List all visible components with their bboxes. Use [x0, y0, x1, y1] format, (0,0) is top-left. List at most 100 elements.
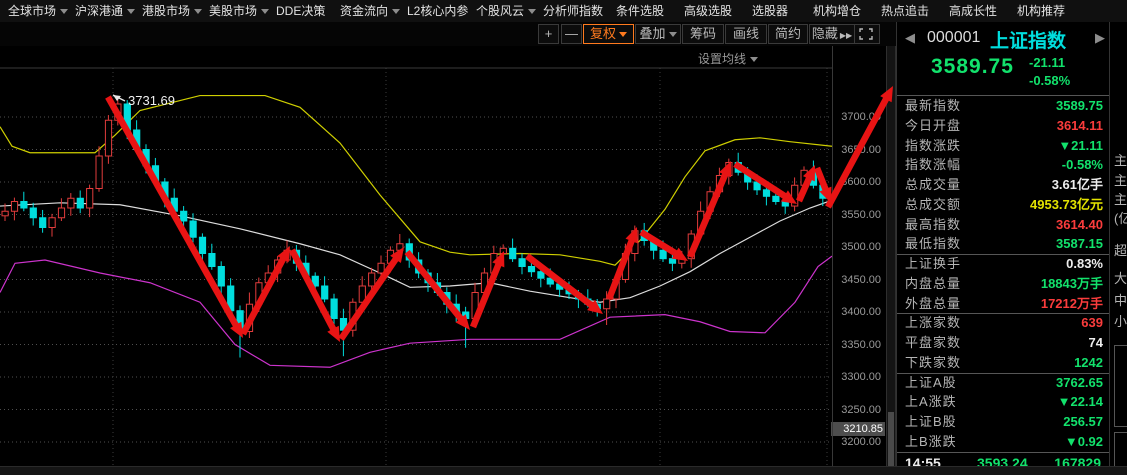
quote-row: 最高指数 3614.40: [897, 215, 1109, 235]
quote-row-value: ▼0.92: [1064, 433, 1103, 449]
clipped-label: 大: [1114, 271, 1127, 286]
stock-code: 000001: [927, 29, 981, 46]
menu-item[interactable]: DDE决策: [276, 4, 326, 18]
ma-settings-label[interactable]: 设置均线: [698, 50, 759, 67]
separator: [897, 372, 1109, 374]
price-change: -21.11: [1029, 55, 1066, 70]
last-price: 3589.75: [931, 55, 1014, 78]
quote-row-value: 3587.15: [1056, 236, 1103, 252]
chart-toolbar: + — 复权 叠加 筹码 画线 简约 隐藏 ▶▶: [0, 22, 896, 46]
price-change-pct: -0.58%: [1029, 73, 1071, 88]
menu-item[interactable]: 全球市场: [8, 0, 69, 22]
quote-row: 内盘总量 18843万手: [897, 274, 1109, 294]
menu-item[interactable]: 条件选股: [616, 4, 665, 18]
quote-row: 指数涨跌 ▼21.11: [897, 136, 1109, 156]
chevron-down-icon: [60, 9, 69, 15]
axis-label: 3200.00: [841, 436, 881, 448]
复权-button[interactable]: 复权: [583, 24, 634, 44]
top-menu-bar: 全球市场 沪深港通 港股市场 美股市场 DDE决策 资金流向 L2核心内参 个股风云 分析师指数…: [0, 0, 1127, 23]
quote-row-value: -0.58%: [1061, 157, 1103, 173]
window-bottom-edge: [0, 466, 1127, 475]
quote-row-label: 上B涨跌: [905, 433, 957, 449]
menu-item[interactable]: L2核心内参: [407, 4, 469, 18]
chevron-down-icon: [619, 32, 627, 38]
quote-row-label: 外盘总量: [905, 295, 962, 311]
prev-stock-button[interactable]: ◀: [905, 30, 915, 45]
menu-item[interactable]: 机构增仓: [813, 4, 862, 18]
clipped-label: 主: [1114, 153, 1127, 168]
zoom-in-button[interactable]: +: [538, 24, 559, 44]
简约-button[interactable]: 简约: [768, 24, 808, 44]
chevron-down-icon: [528, 9, 537, 15]
quote-row-value: 3.61亿手: [1051, 177, 1103, 192]
quote-row: 平盘家数 74: [897, 333, 1109, 353]
quote-row-label: 上证换手: [905, 256, 962, 271]
quote-row-value: 4953.73亿元: [1030, 196, 1103, 212]
quote-row: 总成交量 3.61亿手: [897, 175, 1109, 195]
隐藏-button[interactable]: 隐藏 ▶▶: [809, 24, 855, 44]
axis-label: 3350.00: [841, 338, 881, 351]
quote-row: 最低指数 3587.15: [897, 234, 1109, 254]
menu-item[interactable]: 资金流向: [340, 0, 401, 22]
separator: [897, 451, 1109, 453]
quote-row-label: 上A涨跌: [905, 394, 957, 410]
menu-item[interactable]: 机构推荐: [1017, 4, 1066, 18]
scrollbar-thumb[interactable]: [888, 412, 894, 466]
chart-border: [832, 46, 833, 466]
画线-button[interactable]: 画线: [725, 24, 767, 44]
quote-row-value: ▼21.11: [1058, 137, 1103, 153]
axis-label: 3650.00: [841, 143, 881, 156]
svg-text:3731.69: 3731.69: [128, 93, 175, 108]
stock-name: 上证指数: [990, 31, 1067, 52]
menu-item[interactable]: 美股市场: [209, 0, 270, 22]
quote-row: 上涨家数 639: [897, 313, 1109, 333]
separator: [897, 95, 1109, 96]
next-stock-button[interactable]: ▶: [1095, 30, 1105, 45]
quote-row-value: 3614.40: [1056, 216, 1103, 232]
axis-label: 3550.00: [841, 208, 881, 221]
kline-chart[interactable]: 3731.69: [0, 46, 833, 466]
clipped-label: 主: [1114, 173, 1127, 188]
quote-row-value: 18843万手: [1040, 275, 1103, 291]
quote-row: 上证B股 256.57: [897, 412, 1109, 432]
axis-label: 3600.00: [841, 176, 881, 188]
quote-row: 指数涨幅 -0.58%: [897, 155, 1109, 175]
quote-row-label: 上证B股: [905, 414, 957, 429]
expand-icon: [859, 28, 873, 40]
chevron-down-icon: [261, 9, 270, 15]
quote-row-label: 指数涨幅: [905, 157, 962, 173]
vertical-scrollbar[interactable]: [886, 46, 896, 466]
menu-item[interactable]: 沪深港通: [75, 0, 136, 22]
quote-row-value: 0.83%: [1066, 256, 1103, 271]
clipped-box: [1114, 345, 1127, 427]
menu-item[interactable]: 分析师指数: [543, 4, 604, 18]
menu-item[interactable]: 高成长性: [949, 4, 998, 18]
quote-row: 下跌家数 1242: [897, 353, 1109, 373]
menu-item[interactable]: 热点追击: [881, 4, 930, 18]
叠加-button[interactable]: 叠加: [635, 24, 681, 44]
quote-row-label: 平盘家数: [905, 335, 962, 350]
quote-row: 上A涨跌 ▼22.14: [897, 392, 1109, 412]
筹码-button[interactable]: 筹码: [682, 24, 724, 44]
menu-item[interactable]: 个股风云: [476, 0, 537, 22]
quote-row-value: 639: [1081, 315, 1103, 331]
quote-row: 今日开盘 3614.11: [897, 116, 1109, 136]
axis-label: 3250.00: [841, 403, 881, 416]
menu-item[interactable]: 选股器: [752, 4, 789, 18]
quote-row-label: 上涨家数: [905, 315, 962, 331]
double-right-arrow-icon: ▶▶: [839, 31, 853, 40]
quote-row-value: 256.57: [1063, 414, 1103, 429]
quote-row-value: 1242: [1074, 354, 1103, 370]
clipped-label: 主: [1114, 192, 1127, 207]
chevron-down-icon: [392, 9, 401, 15]
quote-row-value: ▼22.14: [1057, 394, 1103, 410]
zoom-out-button[interactable]: —: [561, 24, 582, 44]
quote-row: 总成交额 4953.73亿元: [897, 195, 1109, 215]
quote-row: 上证换手 0.83%: [897, 254, 1109, 274]
chevron-down-icon: [127, 9, 136, 15]
axis-label: 3500.00: [841, 241, 881, 253]
menu-item[interactable]: 高级选股: [684, 4, 733, 18]
menu-item[interactable]: 港股市场: [142, 0, 203, 22]
axis-price-marker: 3210.85: [831, 422, 885, 436]
axis-label: 3400.00: [841, 306, 881, 318]
